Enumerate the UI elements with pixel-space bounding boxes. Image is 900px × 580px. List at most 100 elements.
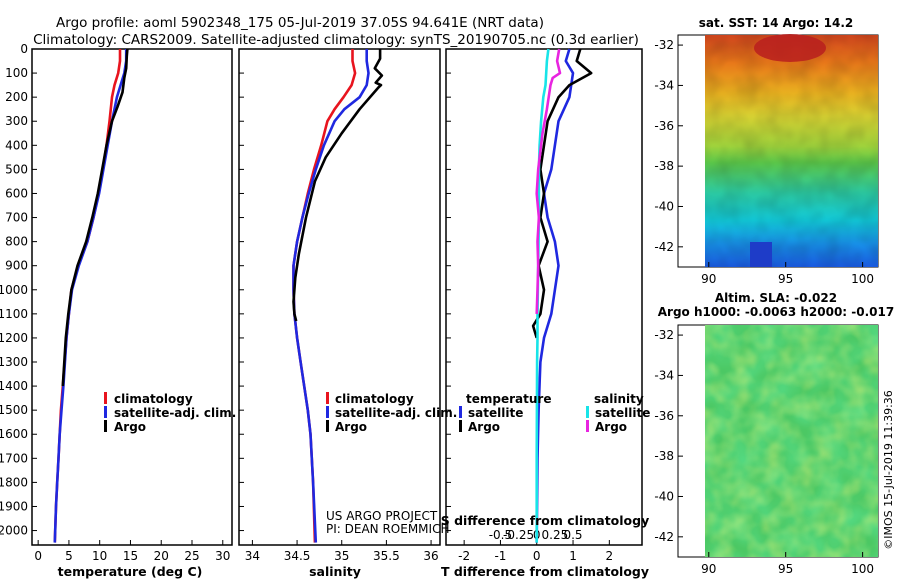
t-difference-axis-label: T difference from climatology [441, 564, 649, 579]
map-y-tick-label: -32 [654, 328, 674, 342]
profile-line-climatology [292, 49, 357, 543]
salinity-legend: climatology satellite-adj. clim. Argo [326, 392, 457, 434]
salinity-panel: 34 34.5 35 35.5 36 salinity climatology sate… [238, 48, 457, 579]
x2-tick-label: -0.5 [489, 528, 512, 542]
x-tick-label: 20 [154, 549, 169, 563]
sla-map-ticks: 90 95 100 -32 -34 -36 -38 -40 -42 [654, 328, 874, 576]
sla-map-field [705, 325, 878, 557]
map-x-tick-label: 90 [701, 562, 716, 576]
sla-map-title-line1: Altim. SLA: -0.022 [715, 291, 837, 305]
map-y-tick-label: -36 [654, 119, 674, 133]
depth-tick-label: 300 [5, 114, 28, 128]
map-y-tick-label: -40 [654, 199, 674, 213]
profile-line-s-argo [535, 48, 562, 314]
salinity-axis-label: salinity [309, 564, 361, 579]
map-y-tick-label: -38 [654, 449, 674, 463]
legend-swatch-climatology [104, 392, 107, 404]
s-difference-axis-label: S difference from climatology [441, 513, 650, 528]
depth-tick-label: 800 [5, 235, 28, 249]
x-tick-label: 35.5 [373, 549, 400, 563]
sst-map-ticks: 90 95 100 -32 -34 -36 -38 -40 -42 [654, 38, 874, 286]
depth-tick-label: 900 [5, 259, 28, 273]
depth-tick-label: 1000 [0, 283, 28, 297]
depth-tick-label: 400 [5, 138, 28, 152]
sst-map: sat. SST: 14 Argo: 14.2 90 95 100 -32 -34 -36… [654, 16, 879, 286]
depth-axis: 0 100 200 300 400 500 600 700 800 900 1000 1100 1200… [0, 42, 451, 538]
profile-line-argo [292, 49, 384, 322]
pi-annotation: PI: DEAN ROEMMICH [326, 522, 449, 536]
x2-tick-label: 0.5 [563, 528, 582, 542]
profile-line-satellite-adj-clim- [292, 49, 370, 543]
x-tick-label: 1 [569, 549, 577, 563]
legend-swatch-argo [104, 420, 107, 432]
figure-title-line1: Argo profile: aoml 5902348_175 05-Jul-20… [56, 15, 544, 31]
legend-label-s-satellite: satellite [595, 406, 650, 420]
profile-line-s-satellite [535, 48, 550, 543]
project-annotation: US ARGO PROJECT [326, 509, 438, 523]
depth-tick-label: 1600 [0, 427, 28, 441]
x-tick-label: 5 [65, 549, 73, 563]
depth-tick-label: 1700 [0, 451, 28, 465]
sst-map-field [705, 34, 878, 267]
legend-swatch-s-satellite [586, 406, 589, 418]
map-x-tick-label: 95 [778, 562, 793, 576]
temperature-plot-frame [31, 48, 233, 546]
x-tick-label: 0 [34, 549, 42, 563]
legend-label-s-argo: Argo [595, 420, 627, 434]
depth-tick-label: 1100 [0, 307, 28, 321]
map-y-tick-label: -36 [654, 409, 674, 423]
temperature-legend: climatology satellite-adj. clim. Argo [104, 392, 236, 434]
difference-plot-frame [445, 48, 643, 546]
sst-field-texture [705, 35, 878, 267]
map-y-tick-label: -42 [654, 240, 674, 254]
depth-tick-label: 0 [20, 42, 28, 56]
sla-field-texture-yellow [705, 325, 878, 557]
depth-tick-label: 1400 [0, 379, 28, 393]
depth-tick-label: 100 [5, 66, 28, 80]
x-tick-label: 35 [334, 549, 349, 563]
x-tick-label: -1 [494, 549, 506, 563]
x-tick-label: 34 [245, 549, 260, 563]
depth-tick-label: 700 [5, 211, 28, 225]
x2-tick-label: 0.25 [542, 528, 569, 542]
map-y-tick-label: -34 [654, 78, 674, 92]
legend-swatch-satellite [326, 406, 329, 418]
legend-label-satellite-adj: satellite-adj. clim. [335, 406, 457, 420]
map-y-tick-label: -40 [654, 489, 674, 503]
map-y-tick-label: -34 [654, 368, 674, 382]
x-tick-label: 2 [606, 549, 614, 563]
legend-label-argo: Argo [114, 420, 146, 434]
salinity-x-ticks: 34 34.5 35 35.5 36 [245, 540, 439, 563]
profile-line-argo [61, 48, 129, 387]
legend-heading-temperature: temperature [466, 392, 551, 406]
profile-line-satellite-adj-clim- [53, 49, 128, 543]
legend-label-t-satellite: satellite [468, 406, 523, 420]
sst-map-title: sat. SST: 14 Argo: 14.2 [699, 16, 853, 30]
legend-swatch-t-argo [459, 420, 462, 432]
map-x-tick-label: 100 [851, 562, 874, 576]
x-tick-label: 25 [184, 549, 199, 563]
depth-tick-label: 2000 [0, 524, 28, 538]
legend-swatch-climatology [326, 392, 329, 404]
profile-line-t-argo [531, 48, 593, 339]
salinity-profiles [292, 49, 384, 543]
legend-label-t-argo: Argo [468, 420, 500, 434]
depth-tick-label: 200 [5, 90, 28, 104]
legend-swatch-s-argo [586, 420, 589, 432]
difference-legend: temperature satellite Argo salinity sate… [459, 392, 650, 434]
imos-timestamp-label: ©IMOS 15-Jul-2019 11:39:36 [882, 390, 895, 550]
x-tick-label: 30 [215, 549, 230, 563]
map-y-tick-label: -32 [654, 38, 674, 52]
sst-warm-patch [754, 34, 826, 62]
temperature-axis-label: temperature (deg C) [58, 564, 203, 579]
x-tick-label: 15 [123, 549, 138, 563]
depth-tick-label: 1300 [0, 355, 28, 369]
legend-label-satellite-adj: satellite-adj. clim. [114, 406, 236, 420]
x-tick-label: 34.5 [284, 549, 311, 563]
x-tick-label: 36 [423, 549, 438, 563]
temperature-profiles [53, 48, 129, 543]
legend-label-climatology: climatology [114, 392, 193, 406]
profile-line-t-satellite [535, 48, 575, 543]
map-x-tick-label: 90 [701, 272, 716, 286]
